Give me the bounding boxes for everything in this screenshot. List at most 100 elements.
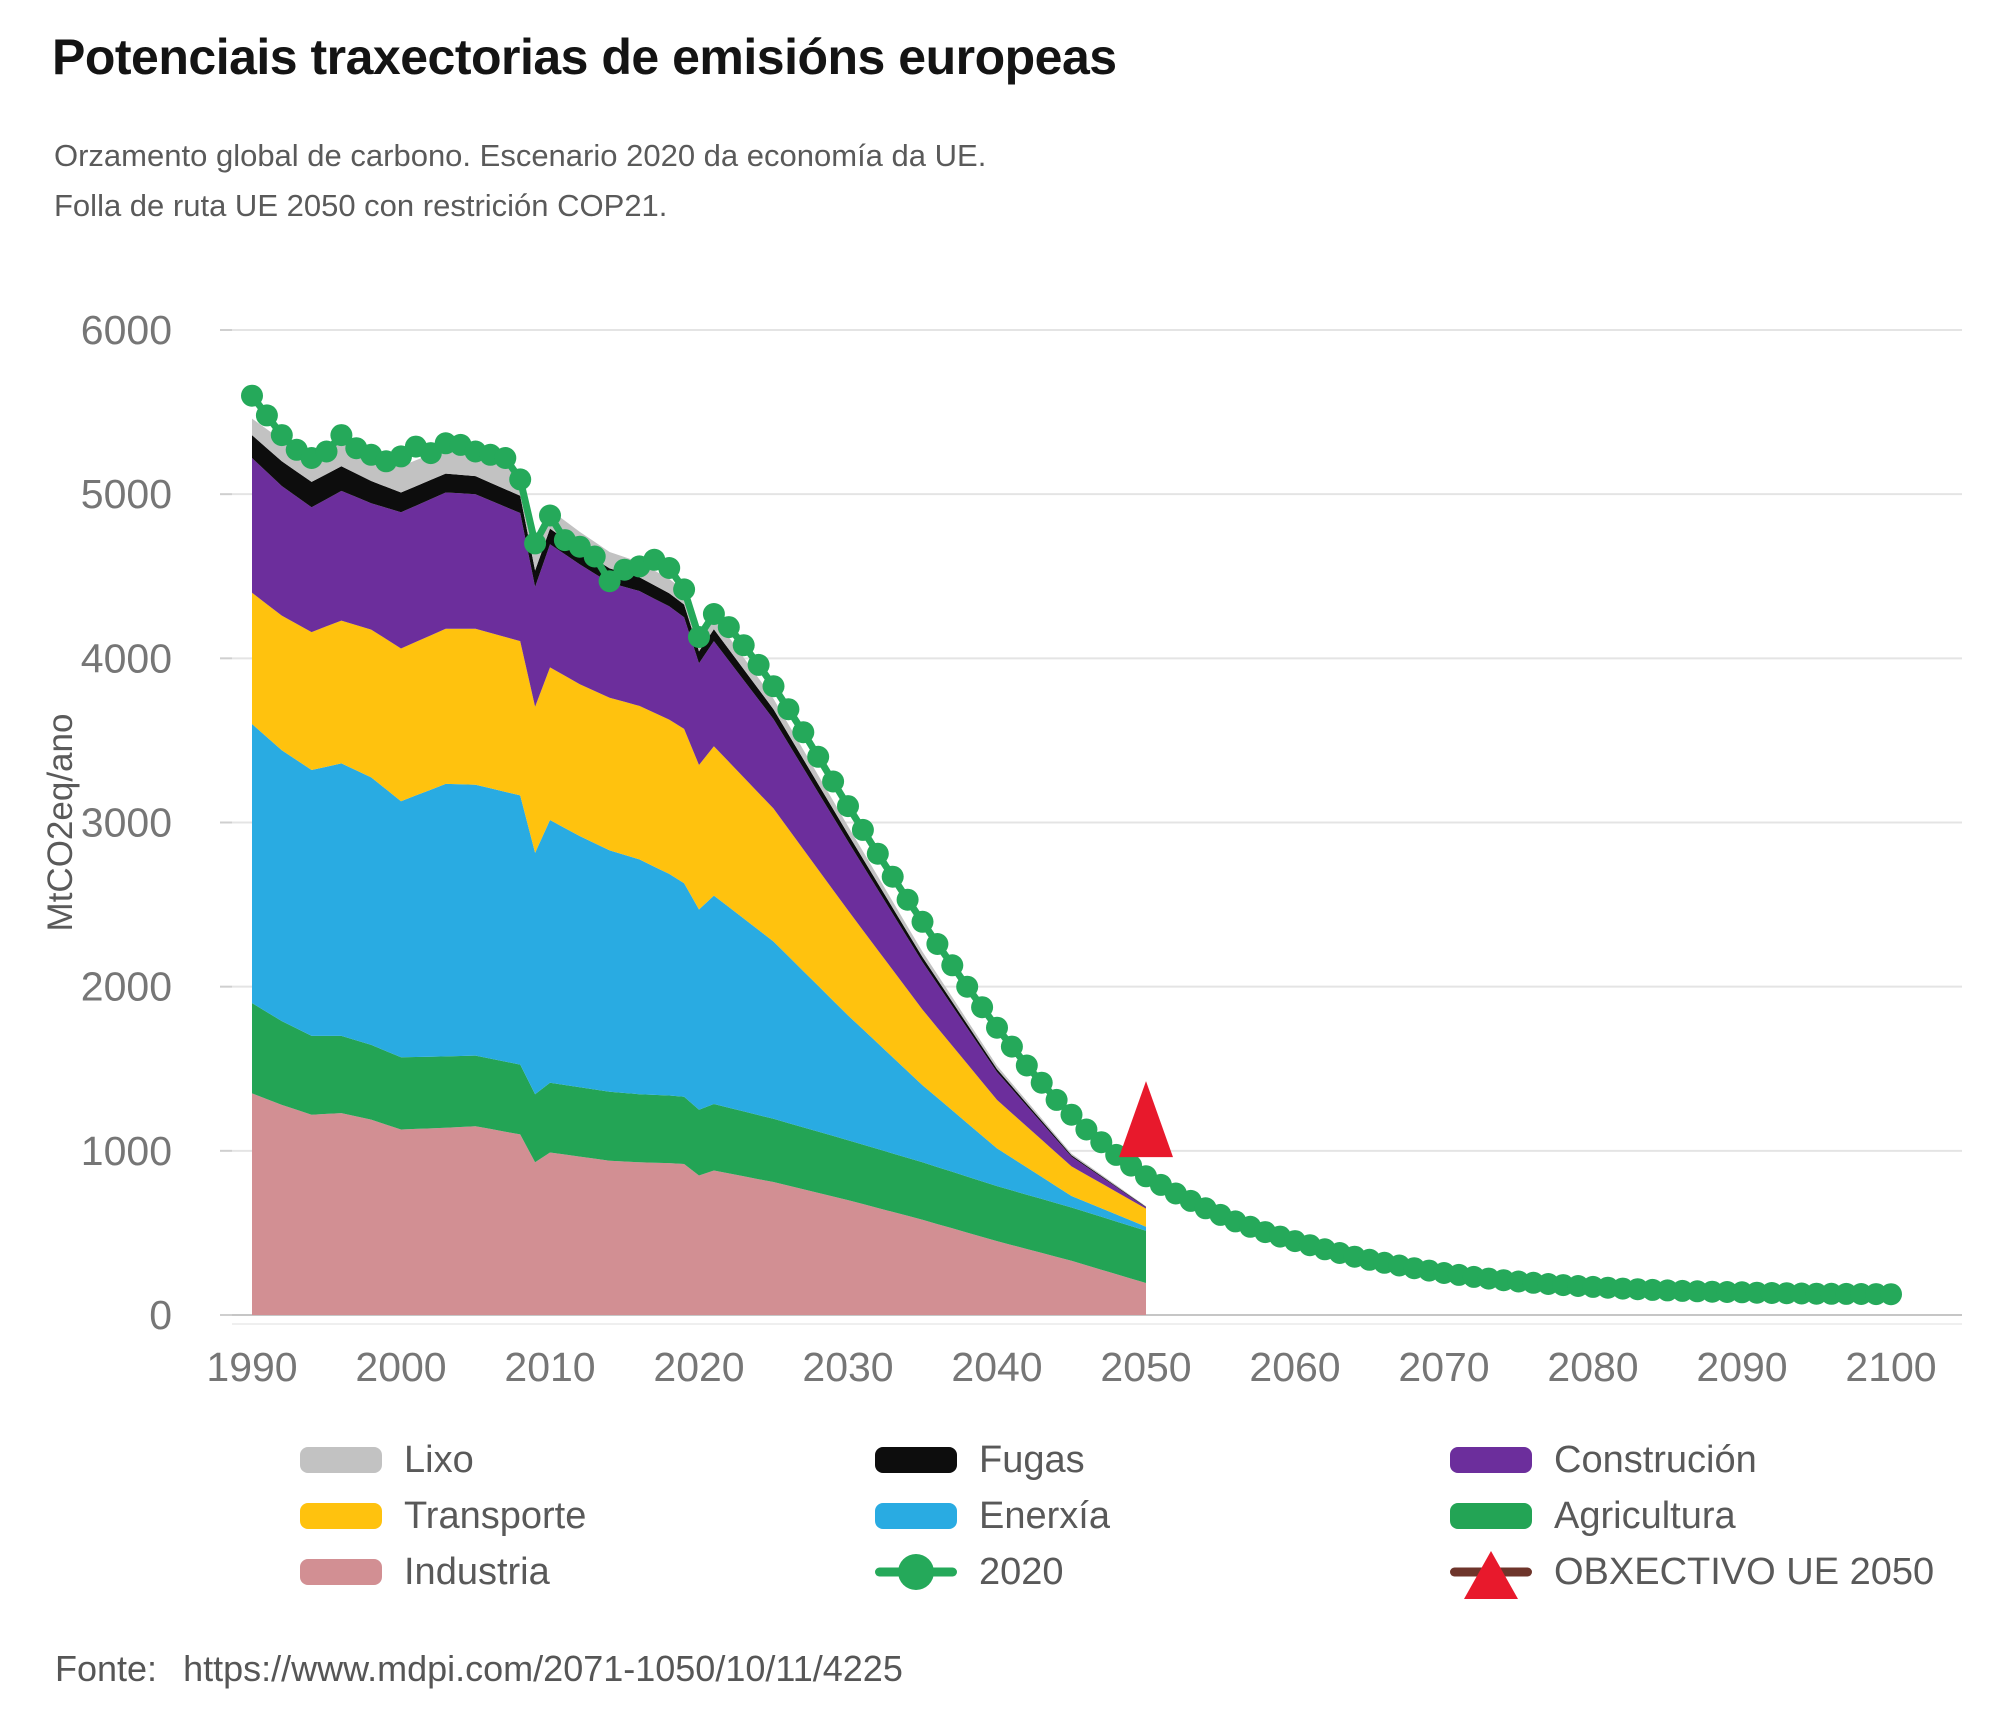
area-industria bbox=[252, 1093, 1146, 1315]
scenario-2020-dot bbox=[926, 933, 949, 955]
y-tick-label-4000: 4000 bbox=[81, 635, 172, 681]
x-tick-label-2070: 2070 bbox=[1398, 1344, 1489, 1390]
legend-column-1: Lixo Transporte Industria bbox=[300, 1432, 586, 1600]
x-tick-label-2040: 2040 bbox=[951, 1344, 1042, 1390]
legend-label-2020: 2020 bbox=[979, 1550, 1064, 1593]
transporte-swatch-icon bbox=[300, 1492, 382, 1540]
color-swatch bbox=[300, 1503, 382, 1529]
y-tick-label-3000: 3000 bbox=[81, 800, 172, 846]
scenario-2020-dot bbox=[1880, 1283, 1902, 1306]
scenario-2020-dot bbox=[1045, 1088, 1068, 1111]
x-axis-labels: 1990 2000 2010 2020 2030 2040 2050 2060 2070 2080… bbox=[206, 1344, 1936, 1390]
scenario-2020-dot bbox=[822, 770, 845, 793]
triangle-marker bbox=[1464, 1550, 1518, 1599]
legend-item-obxectivo-ue-2050: OBXECTIVO UE 2050 bbox=[1450, 1544, 1934, 1600]
y-tick-label-5000: 5000 bbox=[81, 471, 172, 517]
source-line: Fonte: https://www.mdpi.com/2071-1050/10/… bbox=[55, 1648, 903, 1690]
construcion-swatch-icon bbox=[1450, 1436, 1532, 1484]
scenario-2020-dot bbox=[1015, 1054, 1038, 1077]
scenario-2020-dot bbox=[539, 504, 561, 527]
x-tick-label-2080: 2080 bbox=[1547, 1344, 1638, 1390]
y-tick-label-6000: 6000 bbox=[81, 307, 172, 353]
scenario-2020-dot bbox=[717, 616, 740, 639]
scenario-2020-dot bbox=[598, 570, 621, 593]
legend-label-industria: Industria bbox=[404, 1550, 550, 1593]
fugas-swatch-icon bbox=[875, 1436, 957, 1484]
legend-label-obxectivo-ue-2050: OBXECTIVO UE 2050 bbox=[1554, 1550, 1935, 1593]
agricultura-swatch-icon bbox=[1450, 1492, 1532, 1540]
area-construcion bbox=[252, 458, 1146, 1209]
scenario-2020-dot bbox=[956, 975, 979, 998]
target-marker-triangle bbox=[1119, 1081, 1173, 1158]
legend-label-agricultura: Agricultura bbox=[1554, 1494, 1736, 1537]
scenario-2020-dot bbox=[1000, 1035, 1023, 1058]
legend-item-fugas: Fugas bbox=[875, 1432, 1110, 1488]
source-url: https://www.mdpi.com/2071-1050/10/11/422… bbox=[183, 1648, 903, 1689]
scenario-2020-dot bbox=[1030, 1071, 1053, 1094]
color-swatch bbox=[875, 1503, 957, 1529]
y-tick-label-1000: 1000 bbox=[81, 1128, 172, 1174]
scenario-2020-dot bbox=[866, 842, 889, 865]
legend-label-lixo: Lixo bbox=[404, 1438, 474, 1481]
scenario-2020-dot bbox=[658, 557, 681, 579]
scenario-2020-dot bbox=[747, 653, 770, 676]
color-swatch bbox=[1450, 1447, 1532, 1473]
chart-legend: Lixo Transporte Industria Fugas Enerxía 2020 C… bbox=[0, 1432, 2000, 1612]
area-agricultura bbox=[252, 1003, 1146, 1283]
scenario-2020-dot bbox=[911, 910, 934, 933]
scenario-2020-dot bbox=[583, 545, 606, 568]
scenario-2020-dot bbox=[941, 954, 964, 977]
lixo-swatch-icon bbox=[300, 1436, 382, 1484]
scenario-2020-dot bbox=[1090, 1131, 1113, 1154]
legend-item-2020: 2020 bbox=[875, 1544, 1110, 1600]
x-tick-label-2010: 2010 bbox=[504, 1344, 595, 1390]
scenario-2020-dot bbox=[881, 865, 904, 888]
source-label: Fonte: bbox=[55, 1648, 158, 1689]
chart-subtitle-line-2: Folla de ruta UE 2050 con restrición COP… bbox=[54, 188, 668, 223]
y-axis-labels: 0 1000 2000 3000 4000 5000 6000 bbox=[81, 307, 172, 1338]
y-tick-label-0: 0 bbox=[149, 1292, 172, 1338]
x-tick-label-1990: 1990 bbox=[206, 1344, 297, 1390]
legend-label-enerxia: Enerxía bbox=[979, 1494, 1110, 1537]
area-enerxia bbox=[252, 724, 1146, 1231]
legend-item-enerxia: Enerxía bbox=[875, 1488, 1110, 1544]
color-swatch bbox=[300, 1447, 382, 1473]
legend-label-fugas: Fugas bbox=[979, 1438, 1085, 1481]
scenario-2020-dot bbox=[971, 996, 994, 1019]
scenario-line-dot-icon bbox=[875, 1548, 957, 1596]
scenario-2020-dot bbox=[792, 721, 815, 744]
scenario-2020-dot bbox=[807, 745, 830, 768]
stacked-areas bbox=[252, 418, 1146, 1315]
legend-item-agricultura: Agricultura bbox=[1450, 1488, 1934, 1544]
scenario-2020-dot bbox=[837, 795, 859, 818]
scenario-2020-dot bbox=[896, 888, 919, 911]
scenario-2020-dot bbox=[315, 440, 338, 463]
scenario-2020-dot bbox=[986, 1016, 1008, 1039]
x-tick-label-2000: 2000 bbox=[355, 1344, 446, 1390]
x-tick-label-2020: 2020 bbox=[653, 1344, 744, 1390]
target-triangle-icon bbox=[1450, 1548, 1532, 1599]
chart-subtitle-line-1: Orzamento global de carbono. Escenario 2… bbox=[54, 138, 987, 173]
page-title: Potenciais traxectorias de emisións euro… bbox=[52, 29, 1117, 85]
scenario-2020-dot bbox=[494, 447, 517, 469]
scenario-2020-dot bbox=[255, 404, 278, 427]
scenario-2020-dot bbox=[851, 818, 874, 841]
legend-item-construcion: Construción bbox=[1450, 1432, 1934, 1488]
area-transporte bbox=[252, 592, 1146, 1227]
x-tick-label-2030: 2030 bbox=[802, 1344, 893, 1390]
legend-label-transporte: Transporte bbox=[404, 1494, 587, 1537]
color-swatch bbox=[300, 1559, 382, 1585]
scenario-2020-line bbox=[241, 384, 1902, 1306]
scenario-2020-dot bbox=[509, 468, 532, 491]
scenario-2020-dot bbox=[762, 675, 785, 698]
x-tick-label-2090: 2090 bbox=[1696, 1344, 1787, 1390]
dot-marker bbox=[898, 1554, 934, 1590]
color-swatch bbox=[875, 1447, 957, 1473]
scenario-2020-dot bbox=[673, 578, 696, 601]
x-tick-label-2050: 2050 bbox=[1100, 1344, 1191, 1390]
legend-item-industria: Industria bbox=[300, 1544, 586, 1600]
scenario-2020-dot bbox=[1075, 1118, 1098, 1141]
x-tick-label-2060: 2060 bbox=[1249, 1344, 1340, 1390]
scenario-2020-dot bbox=[688, 626, 710, 648]
